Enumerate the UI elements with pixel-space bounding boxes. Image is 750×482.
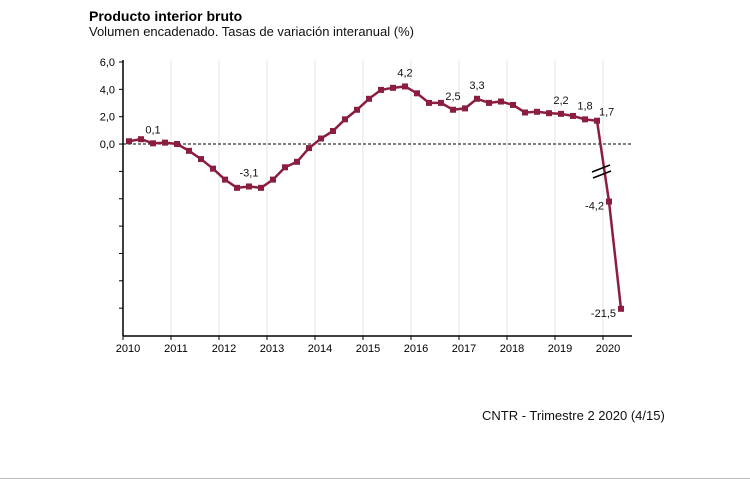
data-point bbox=[282, 164, 288, 171]
data-point bbox=[462, 105, 468, 112]
x-tick-label: 2016 bbox=[404, 343, 428, 355]
x-tick-label: 2018 bbox=[500, 343, 524, 355]
data-point bbox=[270, 176, 276, 183]
data-point bbox=[450, 106, 456, 113]
data-point bbox=[522, 109, 528, 116]
x-tick-label: 2014 bbox=[308, 343, 332, 355]
divider bbox=[0, 478, 750, 479]
chart-subtitle: Volumen encadenado. Tasas de variación i… bbox=[89, 24, 414, 39]
data-point bbox=[246, 183, 252, 190]
data-label: 2,2 bbox=[553, 95, 568, 107]
data-point bbox=[558, 110, 564, 117]
data-point bbox=[378, 86, 384, 93]
data-point bbox=[342, 116, 348, 123]
x-tick-label: 2011 bbox=[164, 343, 188, 355]
data-point bbox=[150, 140, 156, 147]
data-point bbox=[486, 99, 492, 106]
data-point bbox=[138, 136, 144, 143]
data-label: 1,7 bbox=[599, 107, 614, 119]
data-label: 2,5 bbox=[445, 91, 460, 103]
data-label: -4,2 bbox=[585, 201, 604, 213]
data-point bbox=[390, 84, 396, 91]
x-tick-label: 2015 bbox=[356, 343, 380, 355]
data-point bbox=[294, 158, 300, 165]
x-tick-label: 2019 bbox=[548, 343, 572, 355]
chart-title: Producto interior bruto bbox=[89, 8, 243, 24]
data-label: 0,1 bbox=[145, 124, 160, 136]
x-tick-label: 2013 bbox=[260, 343, 284, 355]
data-point bbox=[426, 99, 432, 106]
axis-break-mark bbox=[592, 170, 612, 179]
data-point bbox=[498, 98, 504, 105]
data-point bbox=[174, 141, 180, 147]
data-point bbox=[474, 95, 480, 102]
data-point bbox=[414, 90, 420, 97]
y-tick-label: 6,0 bbox=[100, 57, 115, 69]
data-point bbox=[210, 165, 216, 172]
data-point bbox=[546, 110, 552, 117]
data-point bbox=[186, 147, 192, 154]
data-point bbox=[198, 156, 204, 163]
data-point bbox=[510, 101, 516, 108]
data-point bbox=[570, 112, 576, 119]
data-point bbox=[606, 198, 612, 205]
data-point bbox=[402, 83, 408, 90]
data-point bbox=[306, 145, 312, 152]
data-label: -21,5 bbox=[591, 308, 616, 320]
data-point bbox=[618, 305, 624, 312]
data-label: -3,1 bbox=[240, 167, 259, 179]
data-point bbox=[594, 117, 600, 124]
data-point bbox=[318, 135, 324, 142]
x-tick-label: 2012 bbox=[212, 343, 236, 355]
data-point bbox=[330, 127, 336, 134]
data-label: 3,3 bbox=[469, 80, 484, 92]
data-point bbox=[354, 106, 360, 113]
x-tick-label: 2017 bbox=[452, 343, 476, 355]
y-tick-label: 4,0 bbox=[100, 84, 115, 96]
data-point bbox=[162, 139, 168, 146]
data-label: 1,8 bbox=[577, 100, 592, 112]
data-point bbox=[438, 99, 444, 106]
data-point bbox=[534, 108, 540, 115]
data-point bbox=[234, 184, 240, 191]
data-point bbox=[582, 116, 588, 123]
y-tick-label: 0,0 bbox=[100, 139, 115, 151]
x-tick-label: 2020 bbox=[596, 343, 620, 355]
axis-break-mark bbox=[591, 164, 611, 173]
data-point bbox=[126, 138, 132, 145]
data-point bbox=[222, 176, 228, 183]
source-note: CNTR - Trimestre 2 2020 (4/15) bbox=[482, 408, 665, 423]
data-point bbox=[258, 184, 264, 191]
data-point bbox=[366, 95, 372, 102]
series-line bbox=[128, 85, 623, 309]
x-tick-label: 2010 bbox=[116, 343, 140, 355]
data-label: 4,2 bbox=[397, 67, 412, 79]
y-tick-label: 2,0 bbox=[100, 112, 115, 124]
